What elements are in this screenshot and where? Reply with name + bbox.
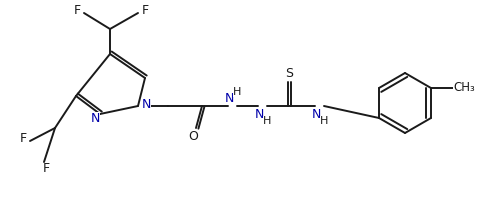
Text: N: N xyxy=(225,91,234,104)
Text: F: F xyxy=(141,4,149,16)
Text: F: F xyxy=(19,131,27,144)
Text: S: S xyxy=(285,67,293,80)
Text: H: H xyxy=(263,116,271,126)
Text: N: N xyxy=(141,97,151,110)
Text: CH₃: CH₃ xyxy=(453,81,475,94)
Text: H: H xyxy=(320,116,328,126)
Text: H: H xyxy=(233,87,241,97)
Text: F: F xyxy=(42,163,50,176)
Text: O: O xyxy=(188,130,198,143)
Text: N: N xyxy=(90,111,100,124)
Text: N: N xyxy=(312,108,321,121)
Text: F: F xyxy=(73,4,81,16)
Text: N: N xyxy=(254,108,264,121)
